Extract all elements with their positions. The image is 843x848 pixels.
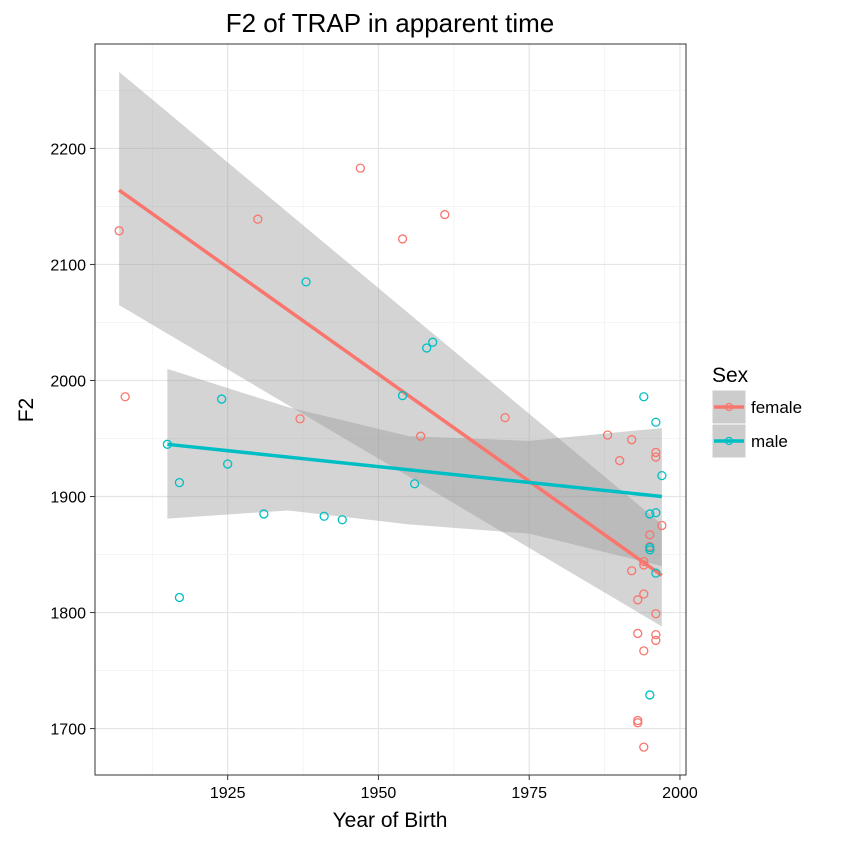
grid: [95, 44, 686, 775]
data-point-female: [633, 718, 643, 728]
data-point-female: [500, 412, 510, 423]
data-point-female: [651, 635, 661, 646]
data-point-female: [645, 530, 655, 540]
data-point-male: [651, 568, 661, 578]
data-point-female: [651, 452, 661, 462]
legend-items: female male: [711, 389, 802, 459]
data-point-female: [627, 435, 637, 445]
legend-label-female: female: [751, 398, 802, 417]
data-point-male: [639, 392, 649, 402]
data-point-male: [174, 592, 185, 603]
y-axis-label: F2: [15, 398, 38, 423]
data-point-male: [162, 439, 173, 449]
data-point-male: [428, 337, 438, 347]
data-point-female: [651, 447, 661, 458]
y-tick-label: 2200: [50, 141, 86, 158]
data-point-female: [633, 595, 643, 605]
data-point-female: [114, 226, 124, 236]
data-point-male: [657, 470, 667, 481]
data-point-female: [397, 234, 408, 244]
data-point-female: [615, 455, 625, 466]
data-point-male: [409, 479, 420, 489]
data-point-female: [633, 628, 643, 639]
panel-border: [94, 43, 687, 776]
data-point-male: [319, 511, 329, 521]
data-points: [114, 163, 667, 752]
data-point-male: [301, 277, 311, 287]
axes: 1925 1950 1975 2000 1700 1800 1900 2000 2100 2200: [50, 141, 697, 802]
x-axis-label: Year of Birth: [333, 809, 448, 832]
data-point-female: [639, 589, 649, 599]
data-point-male: [645, 545, 655, 555]
y-tick-label: 1800: [50, 606, 86, 623]
data-point-male: [422, 343, 432, 353]
data-point-male: [645, 690, 655, 700]
data-point-male: [174, 477, 185, 488]
trend-lines: [118, 188, 663, 577]
data-point-male: [645, 509, 655, 519]
legend-title: Sex: [712, 364, 749, 387]
data-point-male: [223, 459, 233, 469]
confidence-band-male: [167, 368, 662, 567]
legend-point-male: [724, 436, 734, 446]
data-point-female: [602, 430, 613, 440]
y-tick-label: 2100: [50, 257, 86, 274]
confidence-band-female: [119, 71, 662, 627]
x-tick-label: 1925: [210, 785, 246, 802]
data-point-female: [355, 163, 365, 173]
data-point-female: [651, 609, 661, 619]
data-point-male: [259, 509, 269, 519]
trend-line-female: [118, 188, 663, 577]
data-point-female: [440, 209, 450, 220]
x-tick-label: 1975: [511, 785, 547, 802]
data-point-male: [216, 394, 227, 404]
data-point-female: [639, 646, 649, 656]
data-point-female: [120, 392, 130, 402]
confidence-bands: [119, 71, 662, 627]
y-tick-label: 1900: [50, 490, 86, 507]
data-point-female: [657, 520, 667, 531]
data-point-female: [416, 431, 426, 441]
data-point-female: [295, 414, 305, 424]
legend-label-male: male: [751, 432, 788, 451]
x-tick-label: 1950: [361, 785, 397, 802]
data-point-female: [639, 556, 649, 567]
y-tick-label: 2000: [50, 373, 86, 390]
data-point-male: [651, 508, 661, 518]
data-point-male: [337, 515, 347, 525]
trend-line-male: [167, 442, 663, 499]
data-point-female: [651, 629, 661, 640]
x-tick-label: 2000: [662, 785, 698, 802]
data-point-female: [639, 742, 649, 752]
data-point-male: [651, 417, 661, 427]
data-point-female: [627, 566, 637, 576]
legend: Sex female male: [711, 364, 802, 459]
y-tick-label: 1700: [50, 722, 86, 739]
data-point-male: [397, 390, 408, 401]
chart-title: F2 of TRAP in apparent time: [226, 8, 555, 38]
data-point-female: [639, 560, 649, 570]
legend-point-female: [724, 402, 734, 412]
data-point-female: [253, 214, 263, 224]
